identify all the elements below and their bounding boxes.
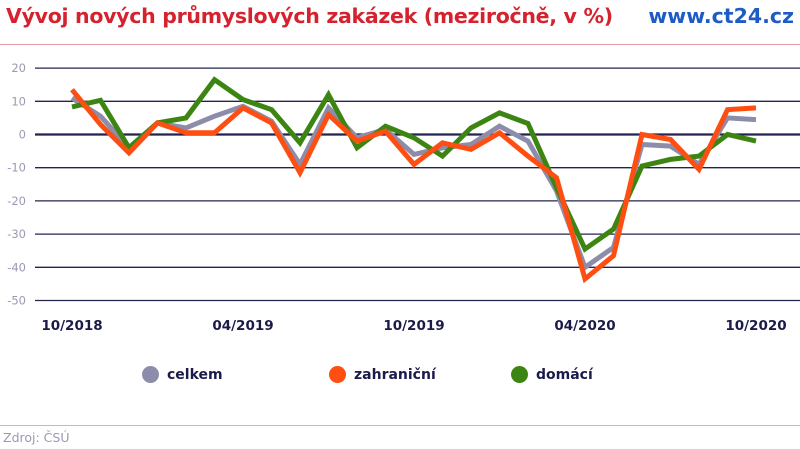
legend-label: zahraniční (354, 366, 436, 383)
legend: celkem zahraniční domácí (0, 366, 800, 388)
y-tick-label: -30 (7, 227, 26, 241)
y-axis-ticks: 20 10 0 -10 -20 -30 -40 -50 (7, 61, 26, 307)
series-line-zahraniční (70, 88, 757, 284)
footer-divider (0, 425, 800, 426)
x-tick-label: 10/2020 (725, 318, 786, 334)
legend-item-zahranicni: zahraniční (329, 366, 436, 383)
legend-label: domácí (536, 366, 593, 383)
legend-item-domaci: domácí (511, 366, 593, 383)
brand-link[interactable]: www.ct24.cz (648, 4, 794, 28)
legend-dot-icon (511, 366, 528, 383)
series-lines (70, 76, 757, 284)
y-tick-label: 20 (11, 61, 26, 75)
title-divider (0, 44, 800, 45)
legend-dot-icon (329, 366, 346, 383)
legend-item-celkem: celkem (142, 366, 223, 383)
series-line-celkem (70, 95, 757, 272)
y-tick-label: -40 (7, 260, 26, 274)
chart-title: Vývoj nových průmyslových zakázek (mezir… (6, 4, 613, 28)
gridlines (35, 67, 800, 302)
series-line-domácí (71, 76, 757, 253)
legend-dot-icon (142, 366, 159, 383)
y-tick-label: 0 (19, 128, 26, 142)
y-tick-label: 10 (11, 94, 26, 108)
x-axis-ticks: 10/2018 04/2019 10/2019 04/2020 10/2020 (41, 318, 786, 334)
x-tick-label: 10/2019 (383, 318, 444, 334)
x-tick-label: 04/2020 (554, 318, 615, 334)
source-note: Zdroj: ČSÚ (3, 430, 70, 445)
legend-label: celkem (167, 366, 223, 383)
x-tick-label: 10/2018 (41, 318, 102, 334)
y-tick-label: -50 (7, 294, 26, 308)
y-tick-label: -20 (7, 194, 26, 208)
y-tick-label: -10 (7, 161, 26, 175)
x-tick-label: 04/2019 (212, 318, 273, 334)
